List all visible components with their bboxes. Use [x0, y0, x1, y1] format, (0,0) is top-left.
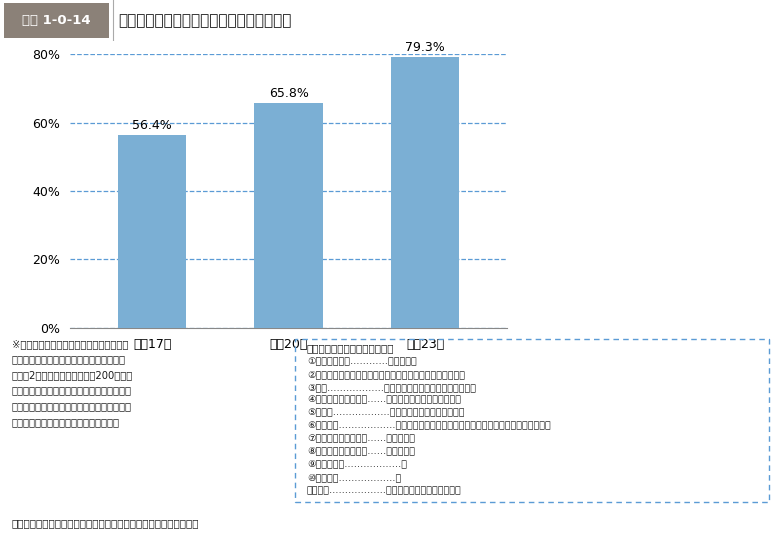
- Text: 出典：消防庁「消防防災・震災対策現況調査」をもとに内閣府作成: 出典：消防庁「消防防災・震災対策現況調査」をもとに内閣府作成: [12, 518, 199, 528]
- Text: ⑦警察本部，警察署等……全ての施設: ⑦警察本部，警察署等……全ての施設: [307, 435, 415, 443]
- Text: ③庁舎………………災害応急対策の実施拠点となる施設: ③庁舎………………災害応急対策の実施拠点となる施設: [307, 383, 476, 392]
- Bar: [118, 135, 186, 328]
- Text: ⑤体育館………………避難場所に指定している施設: ⑤体育館………………避難場所に指定している施設: [307, 409, 464, 418]
- Bar: [391, 56, 459, 328]
- FancyBboxPatch shape: [4, 3, 109, 38]
- Text: ⑩職員公舎………………無: ⑩職員公舎………………無: [307, 473, 401, 482]
- Text: 56.4%: 56.4%: [133, 119, 172, 132]
- Text: ②文教施設（校舎，体育館）・避難場所に指定している施設: ②文教施設（校舎，体育館）・避難場所に指定している施設: [307, 370, 465, 379]
- Text: ④県民会館・公民館等……避難場所に指定している施設: ④県民会館・公民館等……避難場所に指定している施設: [307, 396, 461, 405]
- Text: ⑧消防本部，消防署所……全ての施設: ⑧消防本部，消防署所……全ての施設: [307, 447, 415, 456]
- Text: ⑥診療施設………………地域防災計画に医療救護施設として位置づけられている施設: ⑥診療施設………………地域防災計画に医療救護施設として位置づけられている施設: [307, 422, 551, 430]
- Text: 79.3%: 79.3%: [406, 41, 445, 54]
- Text: ＜防災拠点となる施設の範囲＞: ＜防災拠点となる施設の範囲＞: [307, 343, 395, 353]
- Text: 図表 1-0-14: 図表 1-0-14: [23, 14, 90, 27]
- Text: ⑨公営住宅等………………無: ⑨公営住宅等………………無: [307, 460, 407, 469]
- Bar: [254, 103, 323, 328]
- Text: 65.8%: 65.8%: [268, 87, 309, 100]
- Text: ①社会福祉施設…………全ての施設: ①社会福祉施設…………全ての施設: [307, 357, 417, 366]
- Text: ⑪その他………………避難場所に指定している施設: ⑪その他………………避難場所に指定している施設: [307, 486, 462, 495]
- Text: 防災拠点となる公共施設等の耐震率の推移: 防災拠点となる公共施設等の耐震率の推移: [119, 13, 292, 28]
- Text: ※　地方公共団体が所有又は，管理してい
る公共施設等（公共用及び公用の建物：非
木造の2階建以上又は延床面積200㎡超の
建築物）全体のうち，災害応急対策を実施: ※ 地方公共団体が所有又は，管理してい る公共施設等（公共用及び公用の建物：非 …: [12, 339, 133, 427]
